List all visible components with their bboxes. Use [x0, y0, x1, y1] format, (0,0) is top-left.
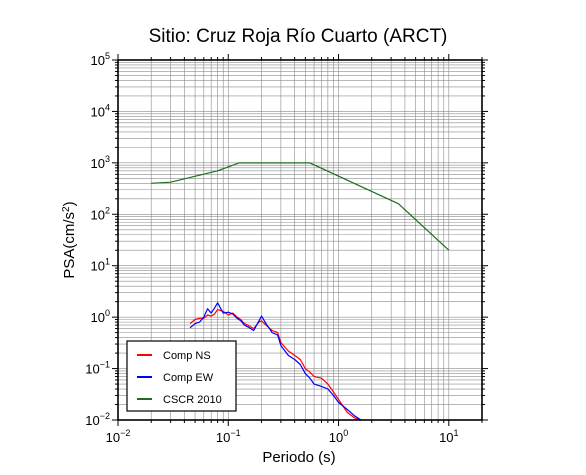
x-tick-label: 10−1 [216, 428, 241, 445]
y-tick-label: 102 [91, 205, 110, 222]
legend-label-2: Comp EW [163, 372, 214, 384]
x-axis-ticks: 10−2 10−1 100 101 [106, 54, 483, 445]
y-tick-label: 105 [91, 51, 110, 68]
series-line-1 [189, 309, 362, 421]
x-tick-label: 101 [439, 428, 458, 445]
series-layer [151, 162, 450, 421]
plot-frame [117, 59, 483, 421]
y-axis-ticks: 10−2 10−1 100 101 102 103 104 105 [85, 51, 488, 428]
y-axis-label-superscript: 2 [61, 206, 72, 212]
x-tick-label: 100 [329, 428, 348, 445]
chart-title: Sitio: Cruz Roja Río Cuarto (ARCT) [149, 26, 448, 47]
y-axis-label-tail: ) [61, 201, 78, 206]
y-axis-label-main: PSA(cm/s [61, 212, 78, 279]
x-axis-label: Periodo (s) [262, 449, 335, 466]
x-tick-label: 10−2 [106, 428, 131, 445]
series-line-3 [151, 162, 450, 251]
grid [117, 59, 483, 421]
legend-label-3: CSCR 2010 [163, 394, 222, 406]
y-tick-label: 100 [91, 308, 110, 325]
y-tick-label: 10−1 [85, 360, 110, 377]
legend-label-1: Comp NS [163, 350, 211, 362]
y-tick-label: 103 [91, 154, 110, 171]
y-axis-label: PSA(cm/s2) [61, 201, 79, 278]
y-tick-label: 101 [91, 257, 110, 274]
y-tick-label: 10−2 [85, 411, 110, 428]
y-tick-label: 104 [91, 102, 110, 119]
series-line-2 [189, 302, 362, 421]
legend: Comp NS Comp EW CSCR 2010 [126, 340, 237, 412]
